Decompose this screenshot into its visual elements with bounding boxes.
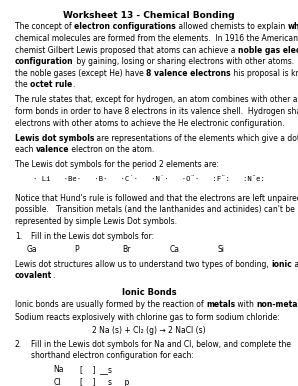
- Text: are representations of the elements which give a dot ( · ) for: are representations of the elements whic…: [94, 134, 298, 142]
- Text: Lewis dot symbols: Lewis dot symbols: [15, 134, 94, 142]
- Text: metals: metals: [206, 300, 235, 309]
- Text: chemist Gilbert Lewis proposed that atoms can achieve a: chemist Gilbert Lewis proposed that atom…: [15, 46, 238, 54]
- Text: electron on the atom.: electron on the atom.: [69, 145, 154, 154]
- Text: valence: valence: [36, 145, 69, 154]
- Text: by gaining, losing or sharing electrons with other atoms.  Since: by gaining, losing or sharing electrons …: [74, 57, 298, 66]
- Text: electrons with other atoms to achieve the He electronic configuration.: electrons with other atoms to achieve th…: [15, 119, 284, 127]
- Text: his proposal is known as: his proposal is known as: [231, 69, 298, 78]
- Text: possible.   Transition metals (and the lanthanides and actinides) can't be: possible. Transition metals (and the lan…: [15, 205, 295, 214]
- Text: Br: Br: [122, 245, 131, 254]
- Text: .: .: [72, 80, 74, 89]
- Text: Na: Na: [54, 365, 64, 374]
- Text: .: .: [52, 271, 55, 280]
- Text: Ca: Ca: [170, 245, 180, 254]
- Text: Sodium reacts explosively with chlorine gas to form sodium chloride:: Sodium reacts explosively with chlorine …: [15, 313, 280, 322]
- Text: 1.: 1.: [15, 232, 22, 241]
- Text: Si: Si: [218, 245, 224, 254]
- Text: chemical molecules are formed from the elements.  In 1916 the American: chemical molecules are formed from the e…: [15, 34, 298, 43]
- Text: [    ]  __s  __p: [ ] __s __p: [80, 378, 130, 386]
- Text: · Li   ·Be·   ·B·   ·Ċ·   ·Ṅ·   ·Ö·   :F̈:   :N̈e:: · Li ·Be· ·B· ·Ċ· ·Ṅ· ·Ö· :F̈: :N̈e:: [33, 176, 265, 183]
- Text: Ionic bonds are usually formed by the reaction of: Ionic bonds are usually formed by the re…: [15, 300, 206, 309]
- Text: ionic: ionic: [271, 260, 292, 269]
- Text: Fill in the Lewis dot symbols for Na and Cl, below, and complete the: Fill in the Lewis dot symbols for Na and…: [31, 340, 291, 349]
- Text: The concept of: The concept of: [15, 22, 74, 31]
- Text: shorthand electron configuration for each:: shorthand electron configuration for eac…: [31, 351, 194, 360]
- Text: allowed chemists to explain: allowed chemists to explain: [176, 22, 287, 31]
- Text: why: why: [287, 22, 298, 31]
- Text: P: P: [74, 245, 79, 254]
- Text: Ionic Bonds: Ionic Bonds: [122, 288, 176, 296]
- Text: Ga: Ga: [27, 245, 38, 254]
- Text: with: with: [235, 300, 256, 309]
- Text: covalent: covalent: [15, 271, 52, 280]
- Text: 8 valence electrons: 8 valence electrons: [146, 69, 231, 78]
- Text: The rule states that, except for hydrogen, an atom combines with other atoms to: The rule states that, except for hydroge…: [15, 95, 298, 104]
- Text: and: and: [292, 260, 298, 269]
- Text: form bonds in order to have 8 electrons in its valence shell.  Hydrogen shares: form bonds in order to have 8 electrons …: [15, 107, 298, 116]
- Text: The Lewis dot symbols for the period 2 elements are:: The Lewis dot symbols for the period 2 e…: [15, 160, 219, 169]
- Text: Fill in the Lewis dot symbols for:: Fill in the Lewis dot symbols for:: [31, 232, 154, 241]
- Text: octet rule: octet rule: [30, 80, 72, 89]
- Text: non-metals: non-metals: [256, 300, 298, 309]
- Text: Worksheet 13 - Chemical Bonding: Worksheet 13 - Chemical Bonding: [63, 11, 235, 20]
- Text: 2 Na (s) + Cl₂ (g) → 2 NaCl (s): 2 Na (s) + Cl₂ (g) → 2 NaCl (s): [92, 326, 206, 335]
- Text: each: each: [15, 145, 36, 154]
- Text: electron configurations: electron configurations: [74, 22, 176, 31]
- Text: the noble gases (except He) have: the noble gases (except He) have: [15, 69, 146, 78]
- Text: Lewis dot structures allow us to understand two types of bonding,: Lewis dot structures allow us to underst…: [15, 260, 271, 269]
- Text: configuration: configuration: [15, 57, 74, 66]
- Text: represented by simple Lewis Dot symbols.: represented by simple Lewis Dot symbols.: [15, 217, 177, 226]
- Text: Cl: Cl: [54, 378, 61, 386]
- Text: noble gas electronic: noble gas electronic: [238, 46, 298, 54]
- Text: 2.: 2.: [15, 340, 22, 349]
- Text: [    ]  __s: [ ] __s: [80, 365, 112, 374]
- Text: the: the: [15, 80, 30, 89]
- Text: Notice that Hund's rule is followed and that the electrons are left unpaired if: Notice that Hund's rule is followed and …: [15, 194, 298, 203]
